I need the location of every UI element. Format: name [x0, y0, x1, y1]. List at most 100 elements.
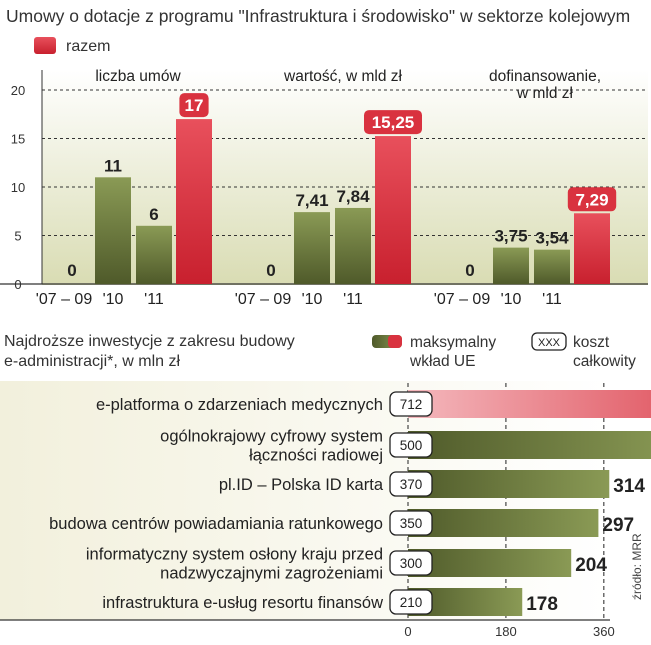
top-bar [335, 207, 371, 284]
top-total-label-box [567, 187, 617, 212]
legend-cost-box [531, 332, 567, 351]
bottom-bar-total [408, 549, 572, 577]
bottom-total-value: 210 [400, 595, 423, 610]
top-total-value-label: 17 [185, 96, 204, 115]
bottom-legend: maksymalny wkład UE XXX koszt całkowity [372, 332, 636, 370]
bottom-item-name: nadzwyczajnymi zagrożeniami [160, 565, 383, 583]
bottom-x-tick-label: 0 [404, 624, 411, 639]
top-bar-value-label: 0 [465, 261, 474, 280]
legend-cost-box-text: XXX [538, 337, 561, 349]
bottom-total-box [389, 550, 433, 576]
top-bar-total [176, 119, 212, 284]
bottom-item-name: e-platforma o zdarzeniach medycznych [96, 396, 383, 414]
top-bar-value-label: 7,41 [295, 191, 328, 210]
bottom-title-line: e-administracji*, w mln zł [4, 353, 180, 370]
legend-cost-line: koszt [573, 334, 610, 351]
bottom-ue-value: 204 [575, 555, 607, 576]
top-y-tick-label: 20 [11, 83, 25, 98]
bottom-ue-value: 314 [613, 476, 645, 497]
legend-razem-swatch [34, 37, 56, 54]
bottom-x-tick-label: 360 [593, 624, 615, 639]
top-category-label: '10 [103, 291, 124, 308]
top-y-tick-label: 5 [14, 229, 21, 244]
top-category-label: '07 – 09 [36, 291, 93, 308]
top-total-label-box [179, 93, 209, 118]
top-total-label-box [364, 110, 422, 135]
top-bar-value-label: 3,75 [494, 227, 527, 246]
top-category-label: '07 – 09 [235, 291, 292, 308]
bottom-total-box [389, 510, 433, 536]
bottom-x-tick-label: 180 [495, 624, 517, 639]
top-y-axis: 0 5 10 15 20 [11, 70, 43, 292]
bottom-total-box [389, 432, 433, 458]
top-group-title: w mld zł [516, 85, 574, 102]
bottom-item-name: infrastruktura e-usług resortu finansów [102, 594, 383, 612]
bottom-bar-total [408, 509, 599, 537]
top-bar [493, 247, 529, 284]
top-bar [136, 225, 172, 284]
bottom-bar-row: 210 178 infrastruktura e-usług resortu fin… [102, 588, 558, 616]
bottom-total-value: 300 [400, 556, 423, 571]
top-bar-group: dofinansowanie,w mld zł 0 3,75 3,54 7,29 '07 … [434, 68, 617, 308]
top-bar-value-label: 11 [104, 156, 122, 175]
bottom-total-value: 370 [400, 477, 423, 492]
top-category-label: '10 [302, 291, 323, 308]
top-bar-value-label: 0 [67, 261, 76, 280]
top-y-tick-label: 10 [11, 180, 25, 195]
bottom-item-name: pl.ID – Polska ID karta [219, 476, 384, 494]
legend-cost-label: koszt całkowity [573, 334, 636, 370]
bottom-bar-row: 300 204 informatyczny system osłony kraju … [86, 546, 607, 583]
top-group-title: dofinansowanie, [489, 68, 601, 85]
top-category-label: '10 [501, 291, 522, 308]
bottom-gridlines [407, 383, 605, 620]
top-bar [294, 212, 330, 284]
bottom-ue-value: 297 [602, 515, 634, 536]
top-total-value-label: 7,29 [575, 190, 608, 209]
legend-ue-label: maksymalny wkład UE [409, 334, 496, 370]
top-category-label: '11 [343, 291, 363, 308]
bottom-item-name: ogólnokrajowy cyfrowy system [160, 428, 383, 446]
top-y-tick-label: 0 [14, 277, 21, 292]
bottom-bar-row: 500425ogólnokrajowy cyfrowy systemłączno… [160, 428, 651, 465]
top-bar [534, 249, 570, 284]
top-group-title: liczba umów [95, 68, 181, 85]
bottom-bar-rows: 712 e-platforma o zdarzeniach medycznych 5… [49, 390, 651, 616]
bottom-bar-total [408, 431, 651, 459]
top-group-title: wartość, w mld zł [283, 68, 403, 85]
bottom-bar-row: 350 297 budowa centrów powiadamiania ratun… [49, 509, 634, 537]
bottom-bar-row: 370 314 pl.ID – Polska ID karta [219, 470, 645, 498]
bottom-bar-total-highlight [408, 390, 651, 418]
top-bar-value-label: 7,84 [336, 187, 370, 206]
top-y-tick-label: 15 [11, 132, 25, 147]
legend-ue-swatch-red [388, 335, 402, 348]
bottom-item-name: budowa centrów powiadamiania ratunkowego [49, 515, 383, 533]
top-bar-total [574, 213, 610, 284]
top-category-label: '11 [542, 291, 562, 308]
top-bar-value-label: 6 [149, 205, 158, 224]
bottom-total-box [389, 589, 433, 615]
top-total-value-label: 15,25 [372, 113, 415, 132]
bottom-plot-background [0, 381, 610, 620]
legend-ue-line: wkład UE [409, 353, 475, 370]
top-bar [95, 177, 131, 284]
bottom-title-line: Najdroższe inwestycje z zakresu budowy [4, 333, 295, 350]
top-bar-group: liczba umów 0 11 6 17 '07 – 09 '10 '11 [36, 68, 212, 308]
bottom-ue-value: 178 [526, 594, 558, 615]
bottom-bar-total [408, 470, 610, 498]
legend-razem-label: razem [66, 38, 110, 55]
bottom-bar-row: 712 e-platforma o zdarzeniach medycznych [96, 390, 651, 418]
top-bar-value-label: 3,54 [535, 229, 569, 248]
bottom-item-name: informatyczny system osłony kraju przed [86, 546, 383, 564]
bottom-total-box [389, 471, 433, 497]
bottom-chart-title: Najdroższe inwestycje z zakresu budowy e-… [4, 333, 295, 370]
legend-ue-line: maksymalny [410, 334, 496, 351]
source-note: źródło: MRR [630, 533, 644, 600]
top-category-label: '07 – 09 [434, 291, 491, 308]
top-bar-group: wartość, w mld zł 0 7,41 7,84 15,25 '07 – 09 '… [235, 68, 422, 308]
top-bar-value-label: 0 [266, 261, 275, 280]
top-bar-total [375, 136, 411, 284]
top-chart-title: Umowy o dotacje z programu "Infrastruktu… [6, 6, 630, 26]
